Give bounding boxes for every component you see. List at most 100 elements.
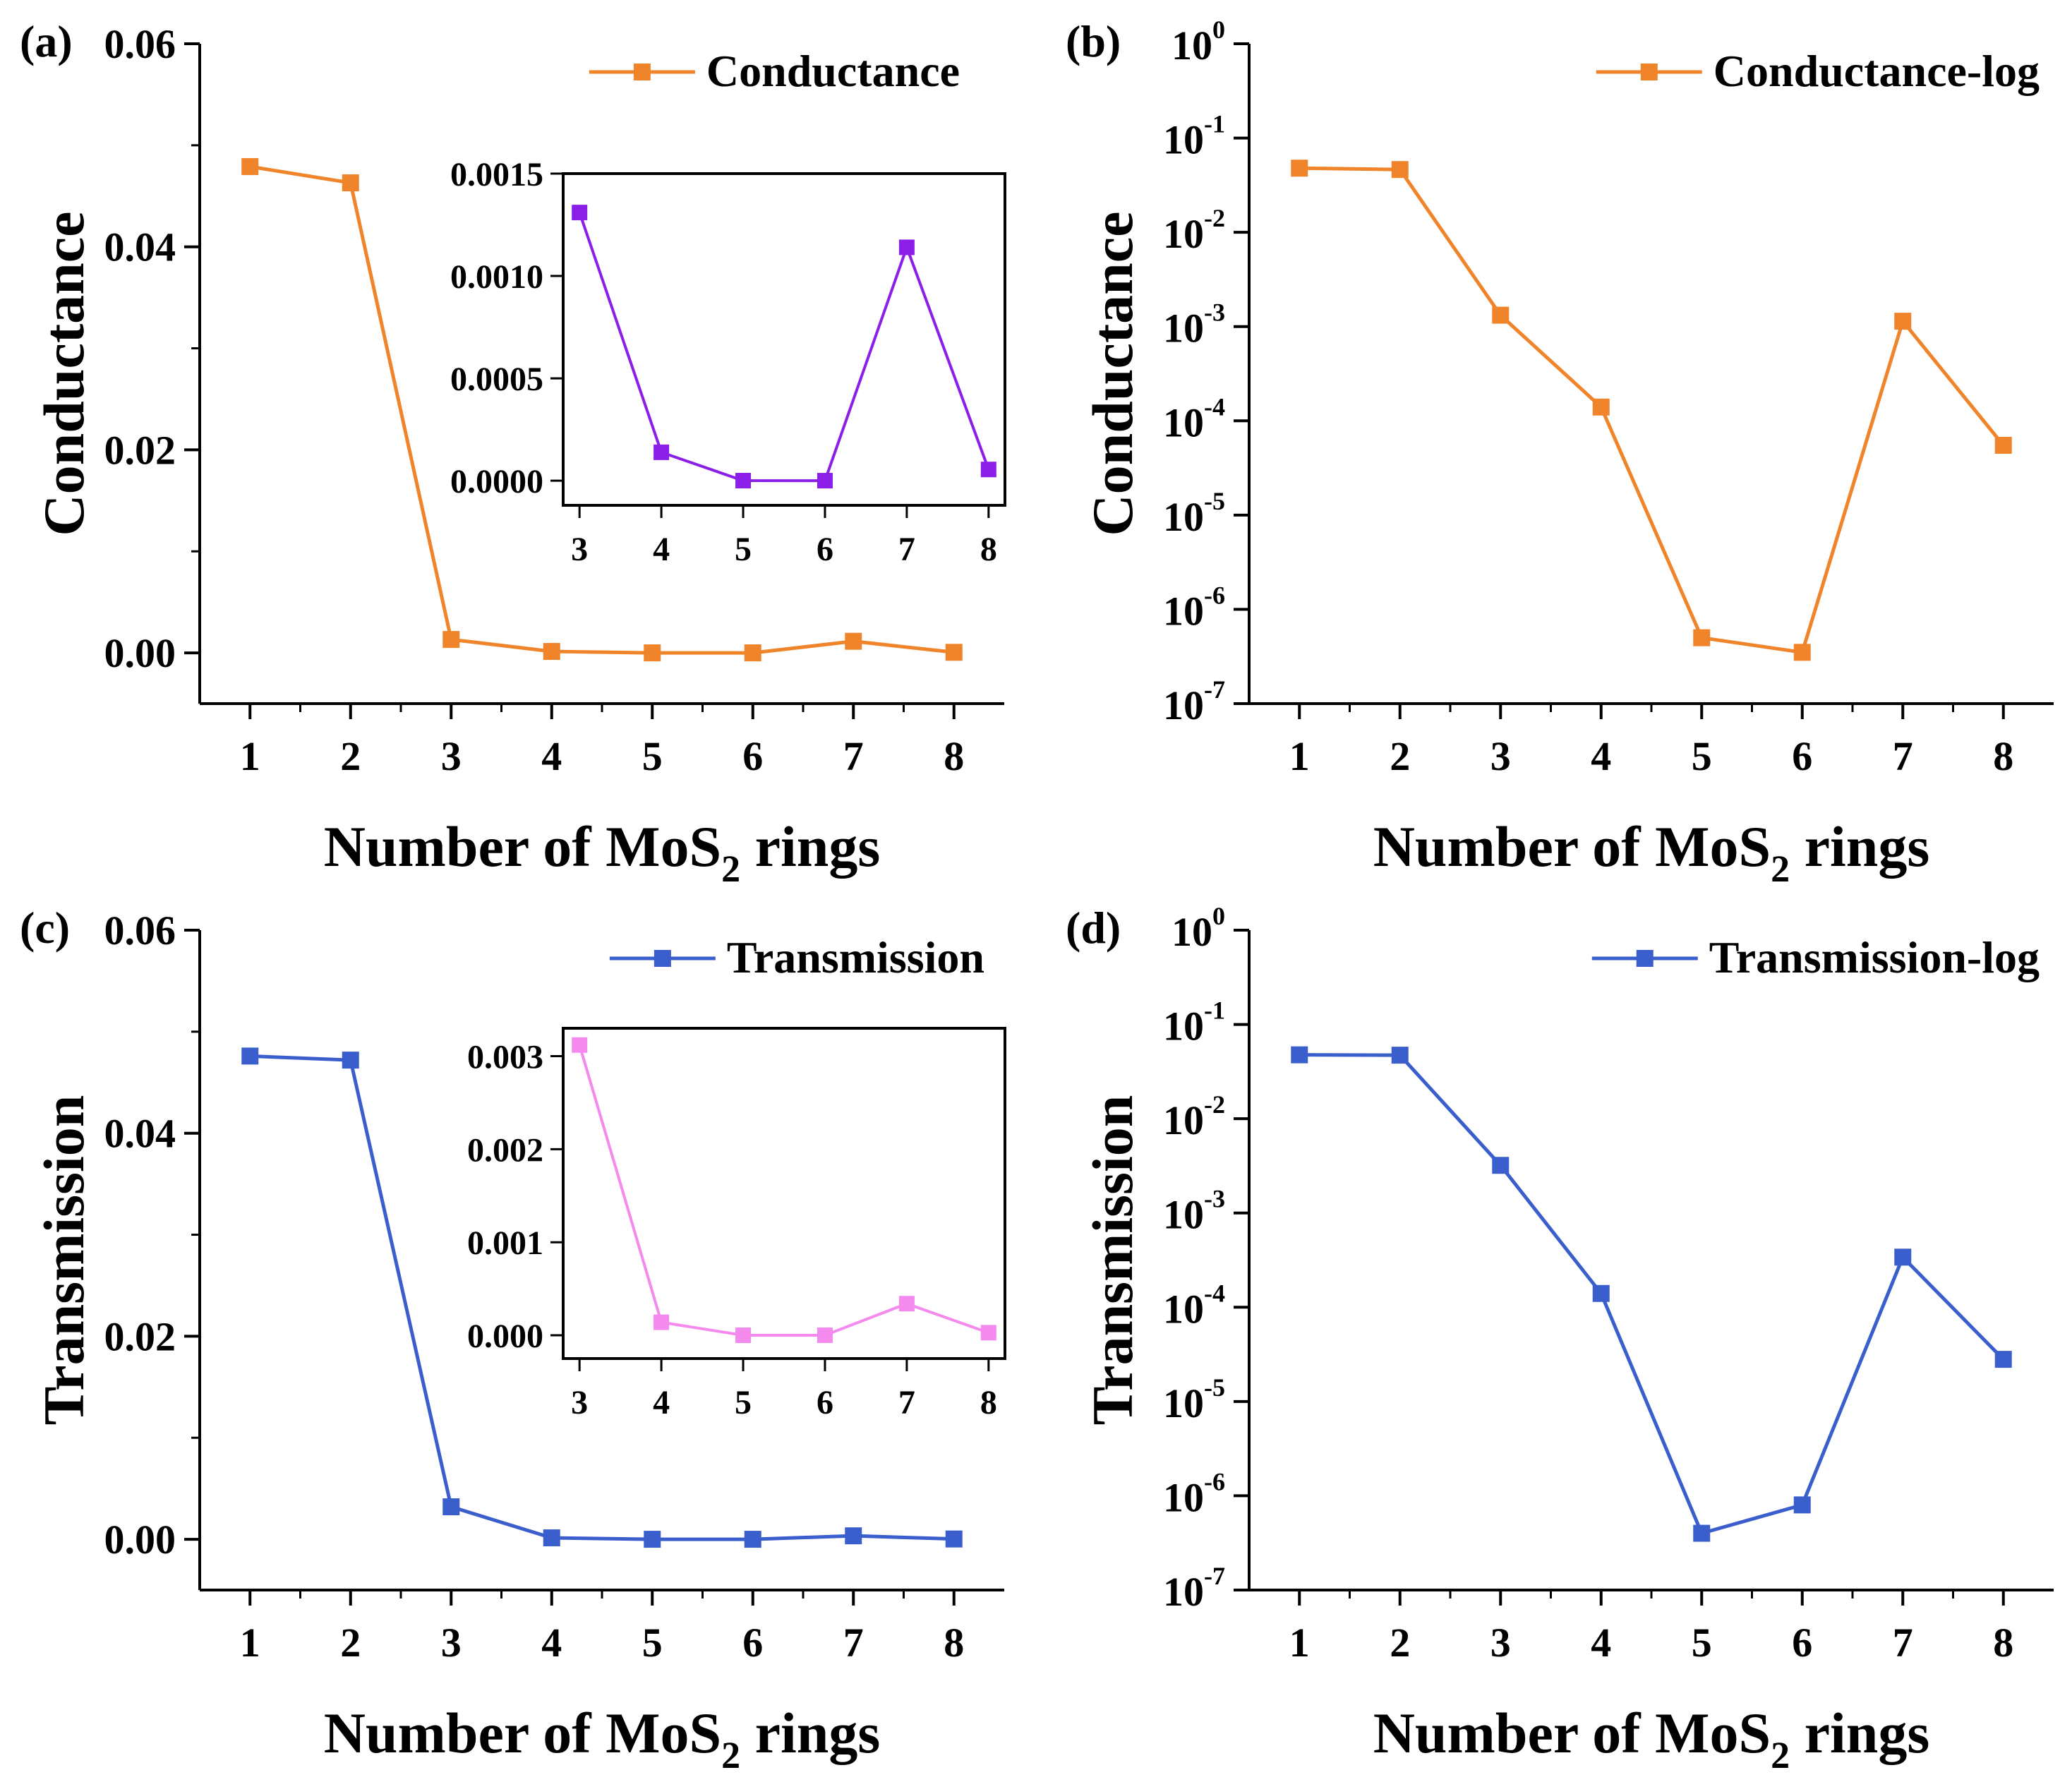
x-tick-label: 4 [541, 1620, 562, 1666]
inset-frame [562, 1027, 1006, 1360]
inset-data-point [980, 1325, 996, 1341]
x-axis-title-tail: rings [740, 1701, 880, 1765]
data-point [945, 644, 963, 661]
inset-x-tick-label: 7 [898, 1384, 915, 1421]
y-tick-label: 10-2 [1163, 1090, 1225, 1143]
x-tick-label: 7 [843, 1620, 864, 1666]
inset-x-tick-label: 4 [653, 1384, 670, 1421]
series-line [249, 164, 955, 655]
x-tick-label: 1 [1289, 733, 1310, 779]
series-line [1299, 1053, 2005, 1536]
x-tick-label: 2 [340, 1620, 361, 1666]
y-tick-exponent: -7 [1204, 675, 1225, 704]
inset-x-tick-label: 4 [653, 531, 670, 568]
inset-data-point [898, 1296, 915, 1312]
x-tick-label: 7 [843, 733, 864, 779]
y-tick-base: 10 [1171, 23, 1212, 68]
inset-data-point [980, 462, 996, 478]
x-axis-title-tail: rings [1790, 814, 1929, 879]
legend-marker [1636, 950, 1654, 967]
y-tick-base: 10 [1163, 1286, 1204, 1332]
y-tick-exponent: -1 [1204, 997, 1225, 1025]
x-tick-label: 7 [1893, 1620, 1913, 1666]
inset-x-tick-label: 6 [817, 1384, 833, 1421]
inset-data-point [572, 1037, 588, 1053]
x-tick-label: 6 [1792, 733, 1812, 779]
legend-marker [653, 950, 671, 967]
y-tick-label: 10-1 [1163, 997, 1225, 1049]
y-axis-title: Transmission [1080, 1095, 1145, 1426]
inset-series-line [578, 212, 990, 483]
y-tick-label: 100 [1171, 902, 1225, 955]
inset-data-point [898, 239, 915, 255]
x-axis-title-tail: rings [1790, 1701, 1929, 1765]
x-tick-label: 5 [1692, 733, 1712, 779]
inset-x-tick-label: 3 [571, 531, 588, 568]
data-point [1492, 1157, 1510, 1174]
y-tick-exponent: -3 [1204, 299, 1225, 327]
data-point [1793, 1496, 1811, 1514]
x-tick-label: 3 [1490, 733, 1511, 779]
x-tick-label: 8 [1993, 733, 2013, 779]
y-tick-exponent: -5 [1204, 487, 1225, 515]
inset-x-tick-label: 6 [817, 531, 833, 568]
y-tick-label: 0.06 [104, 21, 176, 67]
x-axis-title-subscript: 2 [1771, 1734, 1790, 1776]
y-tick-base: 10 [1163, 1569, 1204, 1615]
y-tick-label: 100 [1171, 16, 1225, 68]
x-axis-title-subscript: 2 [721, 1734, 740, 1776]
y-tick-exponent: -3 [1204, 1185, 1225, 1213]
y-tick-base: 10 [1163, 1380, 1204, 1426]
data-point [845, 1527, 862, 1545]
data-point [342, 1052, 359, 1069]
legend-label: Transmission [727, 932, 984, 982]
inset-data-point [653, 1314, 670, 1330]
inset-x-tick-label: 3 [571, 1384, 588, 1421]
inset-y-tick-label: 0.001 [467, 1224, 543, 1262]
data-point [845, 632, 862, 650]
y-tick-base: 10 [1163, 117, 1204, 163]
data-point [1693, 1524, 1711, 1542]
y-axis-title: Conductance [1080, 211, 1145, 536]
x-axis-title: Number of MoS2 rings [324, 814, 881, 890]
inset-x-tick-label: 5 [735, 531, 752, 568]
x-tick-label: 1 [240, 733, 260, 779]
y-tick-base: 10 [1163, 399, 1204, 445]
x-tick-label: 8 [944, 1620, 964, 1666]
data-point [744, 1531, 761, 1548]
inset-data-point [817, 1327, 833, 1343]
y-tick-exponent: -2 [1204, 1090, 1225, 1119]
y-tick-label: 0.02 [104, 1313, 176, 1359]
y-tick-exponent: -1 [1204, 110, 1225, 138]
y-tick-label: 10-6 [1163, 581, 1225, 634]
x-axis-title-main: Number of MoS [324, 1701, 721, 1765]
x-tick-label: 3 [1490, 1620, 1511, 1666]
y-tick-exponent: -4 [1204, 392, 1225, 421]
inset-series-line [578, 1044, 989, 1337]
x-tick-label: 2 [1390, 733, 1410, 779]
legend-marker [633, 64, 651, 80]
data-point [1693, 629, 1711, 646]
y-tick-label: 10-4 [1163, 392, 1225, 445]
y-tick-label: 0.04 [104, 224, 176, 270]
data-point [1592, 1284, 1610, 1302]
x-tick-label: 3 [441, 1620, 462, 1666]
panel-label: (c) [20, 903, 70, 953]
data-point [1391, 1047, 1409, 1064]
x-tick-label: 6 [1792, 1620, 1812, 1666]
y-tick-base: 10 [1163, 211, 1204, 257]
y-tick-label: 10-7 [1163, 1562, 1225, 1615]
inset-y-tick-label: 0.0000 [450, 463, 543, 500]
inset-y-tick-label: 0.000 [467, 1318, 543, 1355]
x-axis-title-main: Number of MoS [1373, 1701, 1771, 1765]
x-axis-title-subscript: 2 [1771, 848, 1790, 890]
legend-label: Transmission-log [1709, 932, 2040, 982]
data-point [241, 1047, 259, 1065]
x-tick-label: 6 [742, 1620, 763, 1666]
x-tick-label: 7 [1893, 733, 1913, 779]
data-point [644, 1531, 661, 1548]
y-tick-label: 10-5 [1163, 1373, 1225, 1426]
y-tick-exponent: -5 [1204, 1373, 1225, 1402]
data-point [1592, 398, 1610, 416]
